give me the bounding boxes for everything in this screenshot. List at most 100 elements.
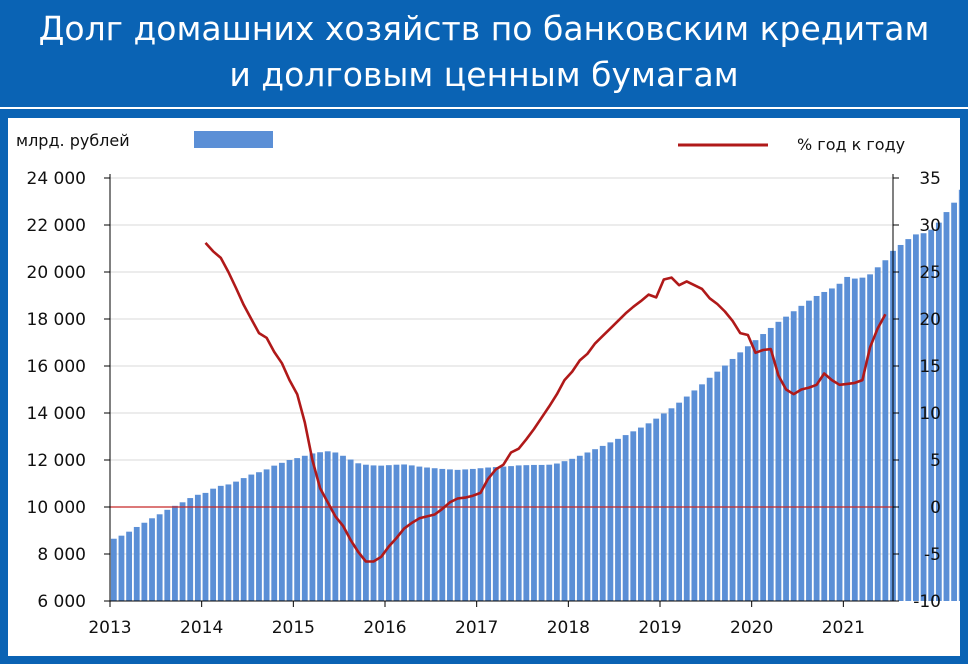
bar	[385, 465, 392, 601]
bar	[767, 327, 774, 601]
left-tick-label: 8 000	[37, 545, 86, 565]
bar	[928, 229, 935, 601]
bar	[615, 438, 621, 601]
bar	[531, 464, 537, 601]
bar	[706, 377, 713, 601]
bar	[538, 464, 545, 601]
bar	[813, 295, 820, 601]
right-tick-label: -10	[913, 592, 941, 612]
bar	[363, 464, 369, 601]
bar	[332, 452, 339, 601]
bar	[508, 466, 514, 601]
bar	[393, 464, 400, 601]
left-tick-label: 12 000	[27, 451, 86, 471]
x-tick-label: 2014	[180, 618, 223, 638]
bar	[500, 466, 507, 601]
bar	[347, 459, 354, 601]
bar	[859, 277, 866, 601]
title-line-2: и долговым ценным бумагам	[229, 55, 739, 94]
bar	[156, 514, 163, 601]
right-tick-label: 20	[919, 310, 941, 330]
right-tick-label: 0	[930, 498, 941, 518]
bar	[699, 384, 705, 601]
bar	[370, 465, 377, 601]
left-tick-label: 22 000	[27, 216, 86, 236]
bar	[133, 526, 140, 601]
right-tick-label: 25	[919, 263, 941, 283]
right-tick-label: -5	[924, 545, 941, 565]
bar	[523, 465, 530, 601]
left-tick-label: 18 000	[27, 310, 86, 330]
bar	[210, 488, 217, 601]
title-divider	[0, 107, 968, 109]
page-title: Долг домашних хозяйств по банковским кре…	[0, 6, 968, 98]
bar	[821, 291, 828, 601]
bar	[691, 390, 698, 601]
bar	[630, 431, 637, 601]
bar	[294, 458, 301, 601]
bar	[462, 469, 469, 601]
bar	[844, 276, 851, 601]
bar	[278, 462, 285, 601]
bar	[485, 467, 492, 601]
bar	[424, 467, 430, 601]
bar	[172, 505, 178, 601]
bar	[958, 189, 960, 601]
bar	[355, 463, 362, 601]
bar	[882, 260, 889, 601]
bar	[546, 464, 553, 601]
legend-bars-swatch	[194, 131, 273, 148]
bar	[301, 455, 308, 601]
bar	[599, 445, 606, 601]
bar	[118, 535, 125, 601]
x-tick-label: 2013	[88, 618, 131, 638]
bar	[775, 321, 782, 601]
bar	[454, 469, 461, 601]
bar	[798, 305, 805, 601]
bar	[431, 468, 438, 601]
bar	[401, 464, 408, 601]
x-tick-label: 2021	[822, 618, 865, 638]
chart-panel: 6 000 8 000 10 000 12 000 14 000 16 000 18 000…	[8, 118, 960, 656]
bar	[951, 202, 958, 602]
title-line-1: Долг домашних хозяйств по банковским кре…	[38, 9, 930, 48]
left-tick-label: 16 000	[27, 357, 86, 377]
bar	[913, 234, 919, 601]
bar	[592, 449, 598, 601]
bar	[874, 267, 881, 601]
bar	[867, 274, 873, 601]
x-tick-label: 2016	[363, 618, 406, 638]
bar	[477, 468, 484, 601]
bar	[225, 484, 232, 601]
left-tick-label: 24 000	[27, 169, 86, 189]
x-tick-label: 2017	[455, 618, 498, 638]
bar	[271, 465, 278, 601]
bar	[447, 469, 453, 601]
bar	[920, 233, 927, 601]
bar	[202, 492, 209, 601]
right-tick-label: 30	[919, 216, 941, 236]
bar	[149, 518, 155, 601]
bar	[515, 465, 522, 601]
bar	[584, 452, 591, 601]
bar	[790, 311, 797, 601]
left-tick-label: 6 000	[37, 592, 86, 612]
bar	[935, 222, 942, 601]
bar	[256, 472, 262, 601]
bar	[729, 358, 736, 601]
bar	[622, 435, 629, 601]
right-tick-label: 5	[930, 451, 941, 471]
bar	[194, 494, 201, 601]
right-tick-label: 35	[919, 169, 941, 189]
chart: 6 000 8 000 10 000 12 000 14 000 16 000 18 000…	[16, 131, 960, 638]
bar	[126, 531, 133, 601]
bar	[317, 452, 323, 601]
bar	[141, 522, 148, 601]
bar	[408, 465, 415, 601]
bar	[897, 244, 904, 601]
yoy-growth-line	[204, 242, 887, 563]
bar	[233, 481, 239, 601]
bar	[179, 502, 186, 601]
bar	[110, 538, 117, 601]
right-tick-label: 15	[919, 357, 941, 377]
